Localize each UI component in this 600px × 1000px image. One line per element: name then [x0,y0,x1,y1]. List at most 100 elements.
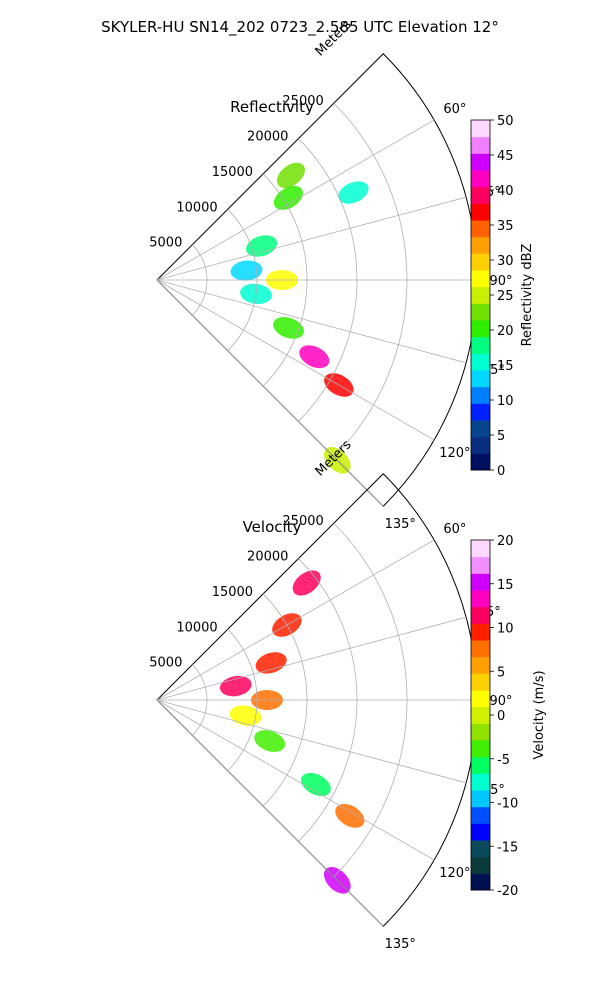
radar-echo [229,705,262,726]
angular-grid-line [156,699,384,927]
velocity-colorbar-bar [470,539,491,891]
colorbar-segment [471,673,490,691]
angular-tick-label: 90° [489,274,512,289]
radial-tick-label: 5000 [149,236,182,251]
radar-echo [255,652,287,674]
colorbar-segment [471,690,490,708]
velocity-title: Velocity [243,518,302,536]
colorbar-segment [471,303,490,321]
radar-echo [219,675,252,697]
radar-echo [273,317,304,339]
colorbar-tick-label: 10 [497,394,514,409]
colorbar-segment [471,806,490,824]
reflectivity-colorbar-label: Reflectivity dBZ [520,244,535,347]
colorbar-segment [471,403,490,421]
radial-tick-label: 20000 [247,130,288,145]
colorbar-segment [471,286,490,304]
radar-echo [338,181,369,204]
colorbar-segment [471,873,490,891]
colorbar-segment [471,203,490,221]
colorbar-segment [471,823,490,841]
colorbar-tick-label: 35 [497,219,514,234]
colorbar-tick-label: -20 [497,884,518,899]
angular-grid-line [156,699,467,784]
radial-tick-label: 15000 [212,585,253,600]
colorbar-segment [471,840,490,858]
colorbar-segment [471,170,490,188]
colorbar-segment [471,640,490,658]
radar-echo [273,185,304,210]
colorbar-tick-label: 30 [497,254,514,269]
radial-tick-label: 20000 [247,550,288,565]
colorbar-tick-label: 45 [497,149,514,164]
colorbar-segment [471,386,490,404]
radar-echo [335,803,365,828]
colorbar-segment [471,186,490,204]
velocity-colorbar-ticks: -20 -15 -10 -5 0 5 10 15 20 [490,534,518,899]
velocity-echo-layer [219,570,365,894]
radar-echo [246,235,278,257]
colorbar-segment [471,120,490,138]
colorbar-tick-label: 50 [497,114,514,129]
colorbar-segment [471,606,490,624]
figure-title: SKYLER-HU SN14_202 0723_2.585 UTC Elevat… [101,18,499,37]
angular-tick-label: 135° [385,937,416,952]
colorbar-tick-label: 5 [497,429,505,444]
angular-tick-label: 120° [439,866,470,881]
colorbar-segment [471,773,490,791]
angular-grid-line [156,119,435,281]
colorbar-tick-label: -10 [497,797,518,812]
colorbar-segment [471,756,490,774]
radar-echo [299,345,330,369]
velocity-panel: Velocity 50001000015000200002500060°75°9… [149,437,512,952]
colorbar-tick-label: 15 [497,359,514,374]
colorbar-segment [471,353,490,371]
angular-grid-line [156,699,435,861]
colorbar-segment [471,236,490,254]
colorbar-tick-label: -5 [497,753,510,768]
colorbar-segment [471,540,490,558]
reflectivity-colorbar-bar [470,119,491,471]
velocity-colorbar: -20 -15 -10 -5 0 5 10 15 20 Velocity (m/s) [470,534,547,899]
colorbar-tick-label: 0 [497,709,505,724]
colorbar-tick-label: 25 [497,289,514,304]
radar-echo [230,260,263,281]
colorbar-segment [471,573,490,591]
colorbar-segment [471,370,490,388]
radar-echo [254,730,286,752]
angular-tick-label: 60° [443,522,466,537]
colorbar-segment [471,136,490,154]
radial-tick-label: 10000 [176,620,217,635]
colorbar-segment [471,556,490,574]
colorbar-tick-label: 0 [497,464,505,479]
velocity-grid [156,473,478,927]
colorbar-tick-label: 40 [497,184,514,199]
velocity-radial-axis-label: Meters [313,437,355,479]
radar-echo [292,570,321,596]
colorbar-segment [471,420,490,438]
colorbar-segment [471,790,490,808]
velocity-colorbar-label: Velocity (m/s) [532,670,547,759]
colorbar-segment [471,740,490,758]
angular-tick-label: 135° [385,517,416,532]
angular-grid-line [156,279,384,507]
reflectivity-title: Reflectivity [230,98,314,116]
angular-tick-label: 90° [489,694,512,709]
angular-grid-line [156,279,467,364]
colorbar-segment [471,453,490,471]
colorbar-tick-label: 20 [497,534,514,549]
colorbar-segment [471,270,490,288]
colorbar-segment [471,220,490,238]
colorbar-segment [471,436,490,454]
radar-echo [301,772,331,797]
colorbar-segment [471,336,490,354]
colorbar-tick-label: 20 [497,324,514,339]
colorbar-segment [471,723,490,741]
colorbar-tick-label: 5 [497,665,505,680]
colorbar-segment [471,623,490,641]
radial-tick-label: 10000 [176,200,217,215]
angular-grid-line [156,279,435,441]
radar-echo [276,162,305,188]
radial-tick-label: 25000 [282,514,323,529]
colorbar-tick-label: 15 [497,578,514,593]
